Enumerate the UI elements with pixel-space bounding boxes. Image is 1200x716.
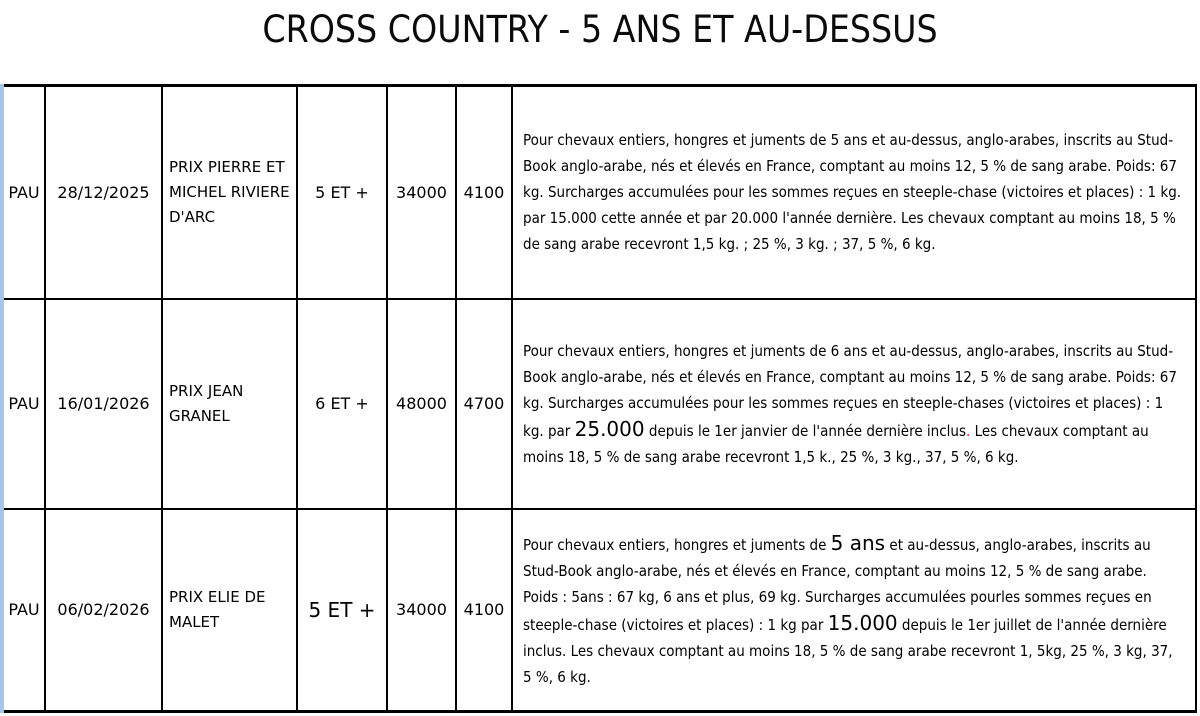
age-condition-cell: 5 ET + [296,84,388,300]
date-cell: 16/01/2026 [44,297,163,510]
distance-cell: 4100 [455,507,513,713]
table-row: PAU 06/02/2026 PRIX ELIE DE MALET 5 ET +… [2,507,1196,713]
track-cell: PAU [2,84,46,300]
page-title: CROSS COUNTRY - 5 ANS ET AU-DESSUS [262,8,938,51]
conditions-cell: Pour chevaux entiers, hongres et juments… [511,507,1196,713]
allocation-cell: 34000 [386,84,457,300]
races-conditions-table: PAU 28/12/2025 PRIX PIERRE ET MICHEL RIV… [0,84,1197,713]
conditions-cell: Pour chevaux entiers, hongres et juments… [511,84,1196,300]
table-row: PAU 16/01/2026 PRIX JEAN GRANEL 6 ET + 4… [2,297,1196,510]
allocation-cell: 48000 [386,297,457,510]
race-name-cell: PRIX PIERRE ET MICHEL RIVIERE D'ARC [161,84,298,300]
allocation-cell: 34000 [386,507,457,713]
date-cell: 06/02/2026 [44,507,163,713]
distance-cell: 4700 [455,297,513,510]
race-name-cell: PRIX JEAN GRANEL [161,297,298,510]
age-condition-cell: 5 ET + [296,507,388,713]
distance-cell: 4100 [455,84,513,300]
track-cell: PAU [2,507,46,713]
age-condition-cell: 6 ET + [296,297,388,510]
conditions-cell: Pour chevaux entiers, hongres et juments… [511,297,1196,510]
date-cell: 28/12/2025 [44,84,163,300]
track-cell: PAU [2,297,46,510]
race-name-cell: PRIX ELIE DE MALET [161,507,298,713]
table-row: PAU 28/12/2025 PRIX PIERRE ET MICHEL RIV… [2,84,1196,300]
